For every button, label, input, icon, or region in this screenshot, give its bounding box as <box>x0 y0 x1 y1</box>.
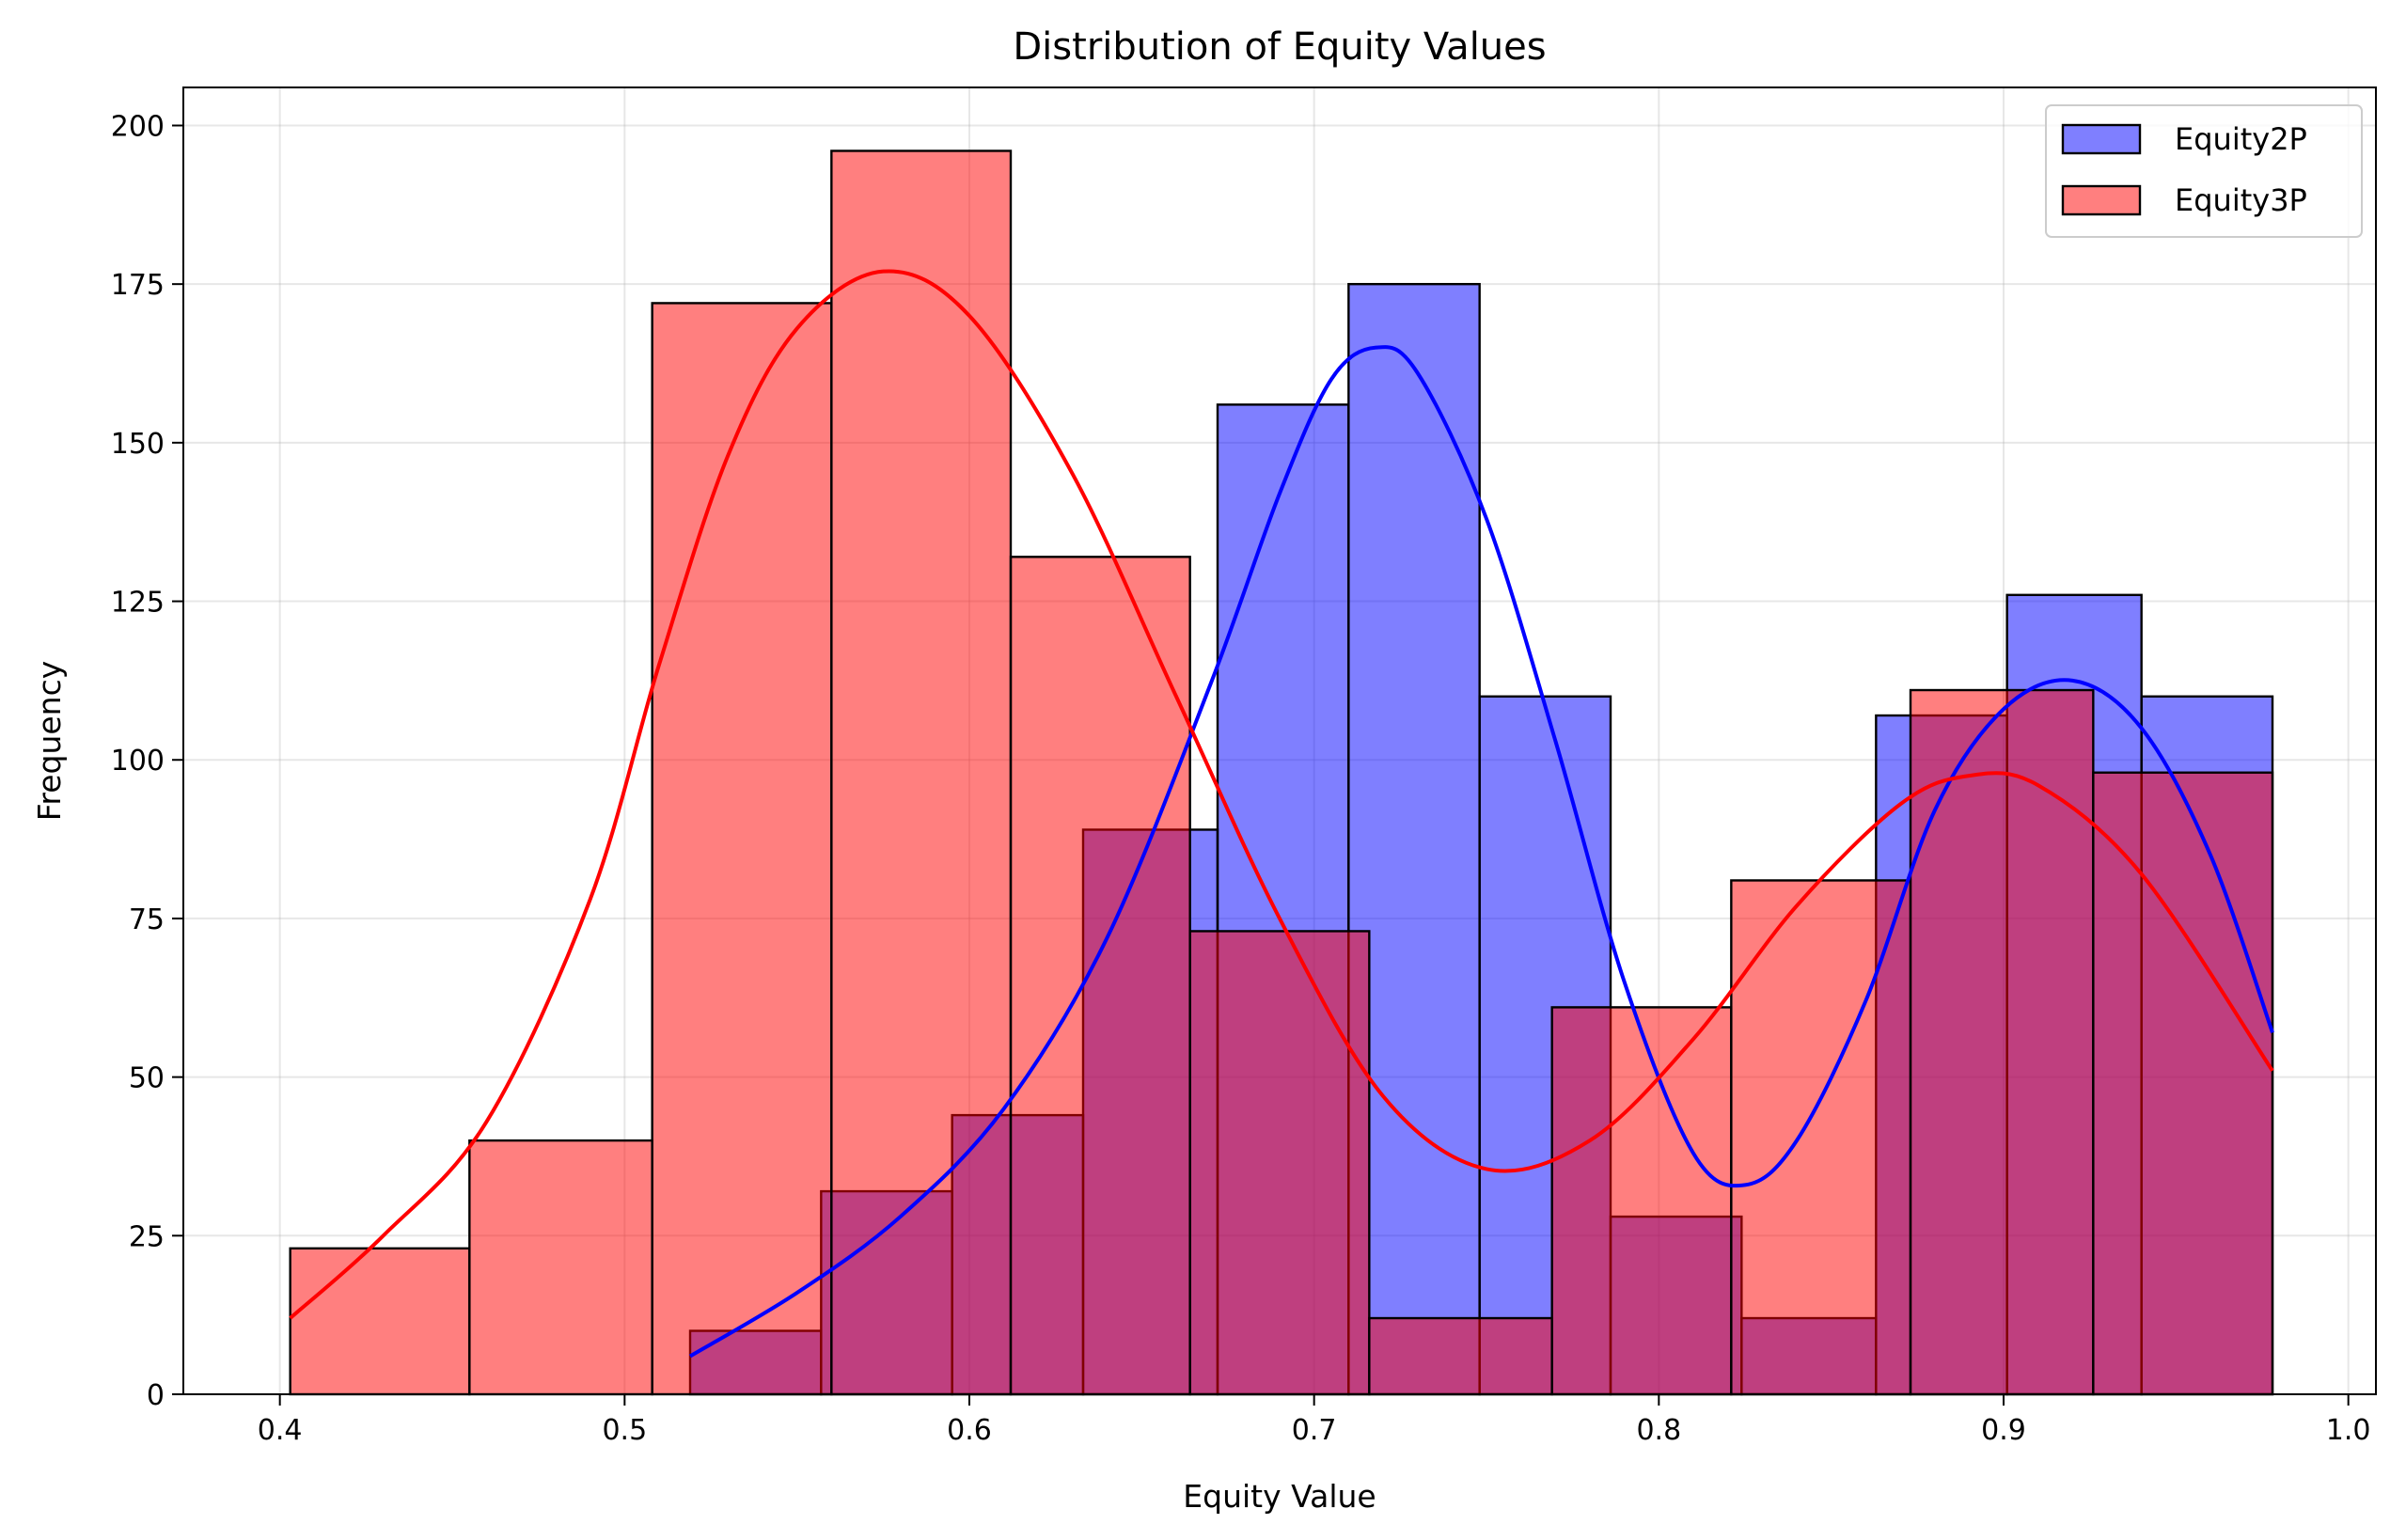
y-tick-label: 0 <box>147 1379 165 1412</box>
x-tick-label: 0.9 <box>1981 1414 2026 1447</box>
bar-equity3p <box>1909 688 2095 1396</box>
x-axis-label: Equity Value <box>1183 1478 1376 1515</box>
histogram-bars <box>289 149 2274 1396</box>
y-tick-label: 50 <box>129 1062 165 1095</box>
legend-swatch-equity2p <box>2061 123 2142 155</box>
x-tick-label: 0.6 <box>947 1414 992 1447</box>
y-tick-label: 175 <box>111 269 165 302</box>
x-tick-label: 1.0 <box>2326 1414 2371 1447</box>
bar-equity3p <box>830 149 1013 1396</box>
kde-curves <box>289 269 2274 1359</box>
bar-equity3p <box>2092 771 2274 1396</box>
bar-equity3p <box>1368 1316 1553 1396</box>
x-tick-label: 0.5 <box>602 1414 647 1447</box>
y-tick-label: 200 <box>111 110 165 143</box>
x-axis-ticks: 0.4 0.5 0.6 0.7 0.8 0.9 1.0 <box>258 1394 2371 1447</box>
x-tick-label: 0.7 <box>1292 1414 1337 1447</box>
kde-line-equity3p <box>289 269 2274 1320</box>
bar-equity3p <box>1009 556 1191 1396</box>
bar-equity3p <box>651 302 833 1396</box>
y-tick-label: 75 <box>129 904 165 936</box>
bar-equity3p <box>1188 930 1371 1396</box>
legend-label-equity3p: Equity3P <box>2175 182 2307 218</box>
y-tick-label: 25 <box>129 1220 165 1253</box>
legend: Equity2P Equity3P <box>2045 104 2363 238</box>
legend-label-equity2p: Equity2P <box>2175 121 2307 157</box>
legend-swatch-equity3p <box>2061 184 2142 216</box>
x-tick-label: 0.4 <box>258 1414 303 1447</box>
y-tick-label: 125 <box>111 587 165 620</box>
y-tick-label: 100 <box>111 745 165 778</box>
plot-frame <box>182 86 2377 1395</box>
bar-equity3p <box>289 1247 471 1396</box>
bar-equity3p <box>468 1139 653 1396</box>
x-tick-label: 0.8 <box>1636 1414 1681 1447</box>
y-axis-label: Frequency <box>31 661 68 821</box>
chart-title: Distribution of Equity Values <box>1013 25 1546 69</box>
kde-line-equity2p <box>688 345 2274 1359</box>
bar-equity3p <box>1550 1006 1733 1396</box>
y-axis-ticks: 0 25 50 75 100 125 150 175 200 <box>111 110 183 1412</box>
y-tick-label: 150 <box>111 428 165 461</box>
